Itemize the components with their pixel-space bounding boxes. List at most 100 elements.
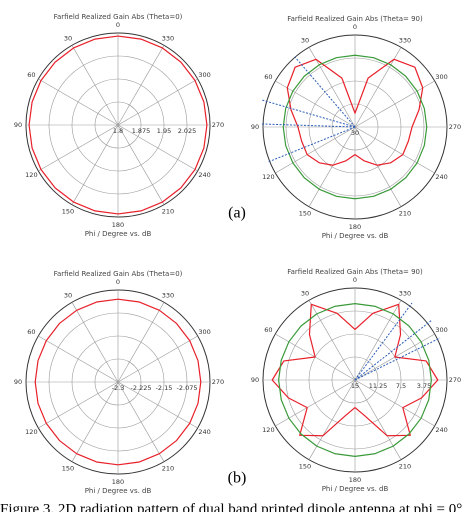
theta-tick-label: 210 — [399, 463, 411, 471]
theta-tick-label: 330 — [162, 291, 174, 299]
r-tick-label: 2.025 — [178, 127, 197, 135]
r-tick-label: -2.15 — [156, 384, 173, 392]
theta-tick-label: 30 — [301, 36, 309, 44]
r-tick-label: -2.075 — [177, 384, 198, 392]
theta-tick-label: 330 — [399, 36, 411, 44]
theta-tick-label: 180 — [349, 476, 361, 484]
theta-tick-label: 60 — [27, 71, 35, 79]
theta-tick-label: 330 — [162, 34, 174, 42]
chart-title: Farfield Realized Gain Abs (Theta= 90) — [287, 268, 423, 276]
grid-circle — [48, 312, 188, 452]
x-axis-label: Phi / Degree vs. dB — [322, 232, 389, 240]
theta-tick-label: 30 — [64, 291, 72, 299]
series-line — [34, 298, 202, 466]
grid-circle — [285, 57, 425, 197]
beam-line — [261, 123, 356, 128]
grid-circle — [71, 78, 165, 172]
r-tick-label: 1.95 — [157, 127, 171, 135]
series-line — [282, 54, 428, 200]
r-tick-label: 1.875 — [132, 127, 151, 135]
chart-title: Farfield Realized Gain Abs (Theta=0) — [54, 270, 183, 278]
theta-tick-label: 210 — [162, 465, 174, 473]
theta-tick-label: 30 — [64, 34, 72, 42]
theta-tick-label: 150 — [299, 210, 311, 218]
theta-tick-label: 90 — [251, 376, 259, 384]
caption: Figure 3. 2D radiation pattern of dual b… — [0, 501, 462, 512]
theta-tick-label: 120 — [25, 171, 37, 179]
chart-title: Farfield Realized Gain Abs (Theta= 90) — [287, 15, 423, 23]
theta-tick-label: 300 — [198, 328, 210, 336]
series-line — [286, 58, 424, 166]
theta-tick-label: 60 — [264, 326, 272, 334]
theta-tick-label: 180 — [112, 221, 124, 229]
beam-lines — [261, 56, 441, 381]
chart-title: Farfield Realized Gain Abs (Theta=0) — [54, 13, 183, 21]
r-tick-label: 1.8 — [113, 127, 123, 135]
series-line — [278, 303, 432, 457]
r-tick-label: 7.5 — [396, 382, 406, 390]
beam-line — [354, 319, 433, 381]
grid-circle — [94, 358, 142, 406]
x-axis-label: Phi / Degree vs. dB — [85, 487, 152, 495]
series-line — [271, 303, 439, 437]
theta-tick-label: 90 — [14, 378, 22, 386]
series-line — [28, 35, 208, 215]
theta-tick-label: 120 — [262, 173, 274, 181]
beam-line — [261, 99, 356, 128]
theta-tick-label: 300 — [198, 71, 210, 79]
theta-tick-label: 60 — [27, 328, 35, 336]
x-axis-label: Phi / Degree vs. dB — [322, 485, 389, 493]
theta-tick-label: 270 — [449, 123, 461, 131]
theta-tick-label: 150 — [62, 208, 74, 216]
polar-chart: Farfield Realized Gain Abs (Theta= 90) Ph… — [251, 15, 461, 240]
grid-circle — [331, 356, 379, 404]
theta-tick-label: 150 — [62, 465, 74, 473]
grid-circle — [94, 101, 142, 149]
beam-line — [294, 56, 356, 128]
r-tick-label: 11.25 — [369, 382, 388, 390]
theta-tick-label: 60 — [264, 73, 272, 81]
panel-label: (a) — [228, 205, 246, 222]
polar-chart: Farfield Realized Gain Abs (Theta=0) Phi … — [14, 270, 224, 495]
theta-tick-label: 90 — [251, 123, 259, 131]
theta-tick-label: 180 — [112, 478, 124, 486]
theta-tick-label: 120 — [25, 428, 37, 436]
theta-tick-label: 330 — [399, 289, 411, 297]
r-tick-label: -2.3 — [112, 384, 125, 392]
r-tick-label: 3.75 — [417, 382, 431, 390]
grid-circle — [285, 310, 425, 450]
r-tick-label: 15 — [351, 382, 359, 390]
beam-line — [267, 126, 356, 163]
grid-circle — [48, 55, 188, 195]
theta-tick-label: 0 — [353, 23, 357, 31]
theta-tick-label: 0 — [353, 276, 357, 284]
theta-tick-label: 270 — [212, 378, 224, 386]
theta-tick-label: 30 — [301, 289, 309, 297]
theta-tick-label: 240 — [435, 173, 447, 181]
panel-label: (b) — [228, 470, 247, 487]
r-tick-label: -2.225 — [131, 384, 152, 392]
theta-tick-label: 270 — [449, 376, 461, 384]
polar-chart: Farfield Realized Gain Abs (Theta=0) Phi … — [14, 13, 224, 238]
theta-tick-label: 120 — [262, 426, 274, 434]
theta-tick-label: 180 — [349, 223, 361, 231]
theta-tick-label: 210 — [399, 210, 411, 218]
theta-tick-label: 240 — [198, 171, 210, 179]
beam-line — [354, 302, 413, 381]
theta-tick-label: 150 — [299, 463, 311, 471]
theta-tick-label: 270 — [212, 121, 224, 129]
theta-tick-label: 90 — [14, 121, 22, 129]
grid-circle — [308, 333, 402, 427]
polar-chart: Farfield Realized Gain Abs (Theta= 90) Ph… — [251, 268, 461, 493]
theta-tick-label: 0 — [116, 21, 120, 29]
theta-tick-label: 300 — [435, 326, 447, 334]
center-label: 30 — [351, 129, 359, 137]
grid-circle — [71, 335, 165, 429]
beam-line — [354, 337, 441, 381]
grid-circle — [308, 80, 402, 174]
theta-tick-label: 240 — [435, 426, 447, 434]
grid-circle — [331, 103, 379, 151]
theta-tick-label: 300 — [435, 73, 447, 81]
